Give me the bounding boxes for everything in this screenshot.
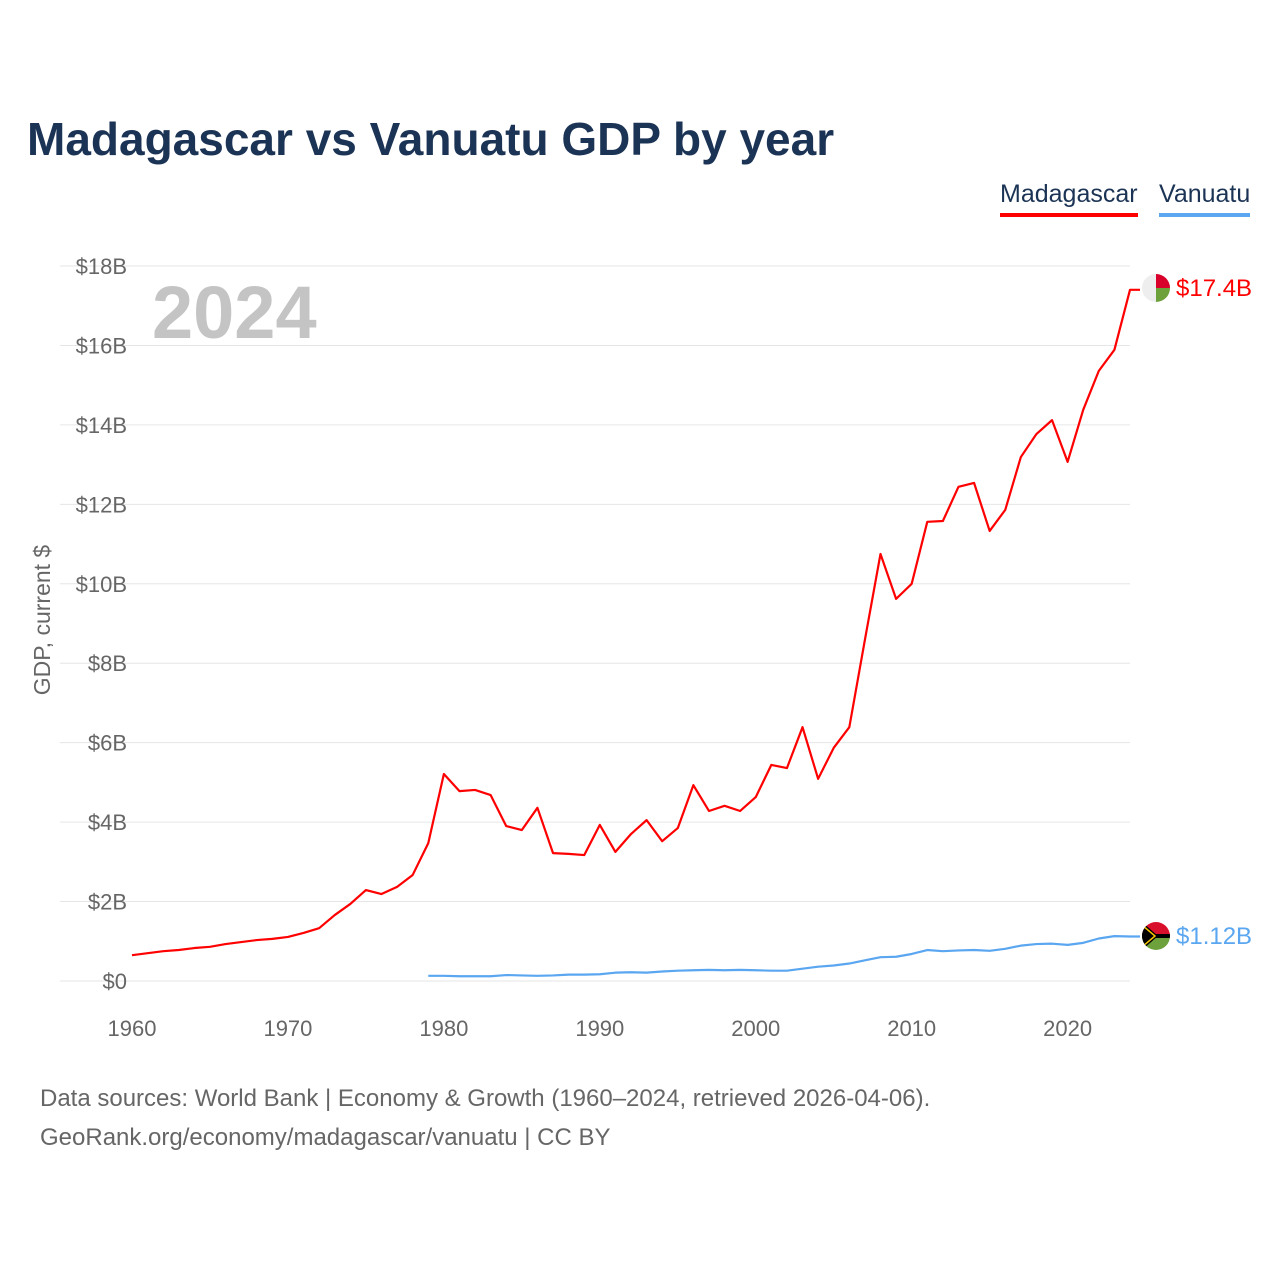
x-tick-label: 1990: [575, 1016, 624, 1041]
vanuatu-end-label: $1.12B: [1176, 923, 1252, 950]
y-axis-label: GDP, current $: [29, 545, 55, 696]
y-tick-label: $10B: [76, 572, 127, 597]
series-line-madagascar: [131, 288, 1140, 957]
madagascar-end-label: $17.4B: [1176, 275, 1252, 302]
y-tick-label: $0: [103, 969, 127, 994]
x-tick-label: 1970: [263, 1016, 312, 1041]
x-tick-label: 2010: [887, 1016, 936, 1041]
legend-madagascar[interactable]: Madagascar: [1000, 180, 1138, 217]
x-tick-label: 1960: [108, 1016, 157, 1041]
y-tick-label: $18B: [76, 254, 127, 279]
year-watermark: 2024: [152, 271, 317, 354]
legend-vanuatu[interactable]: Vanuatu: [1159, 180, 1251, 217]
x-tick-label: 2000: [731, 1016, 780, 1041]
y-tick-label: $12B: [76, 492, 127, 517]
y-tick-label: $2B: [88, 890, 127, 915]
footer-sources: Data sources: World Bank | Economy & Gro…: [40, 1085, 931, 1112]
series-line-vanuatu: [428, 935, 1140, 978]
y-tick-label: $14B: [76, 413, 127, 438]
chart-title: Madagascar vs Vanuatu GDP by year: [27, 113, 835, 165]
vanuatu-flag-icon: [1142, 922, 1170, 950]
footer-url[interactable]: GeoRank.org/economy/madagascar/vanuatu |…: [40, 1124, 611, 1151]
madagascar-flag-icon: [1142, 274, 1170, 302]
y-tick-label: $4B: [88, 810, 127, 835]
y-tick-label: $16B: [76, 333, 127, 358]
x-tick-label: 1980: [419, 1016, 468, 1041]
y-tick-label: $8B: [88, 651, 127, 676]
y-tick-label: $6B: [88, 731, 127, 756]
x-tick-label: 2020: [1043, 1016, 1092, 1041]
